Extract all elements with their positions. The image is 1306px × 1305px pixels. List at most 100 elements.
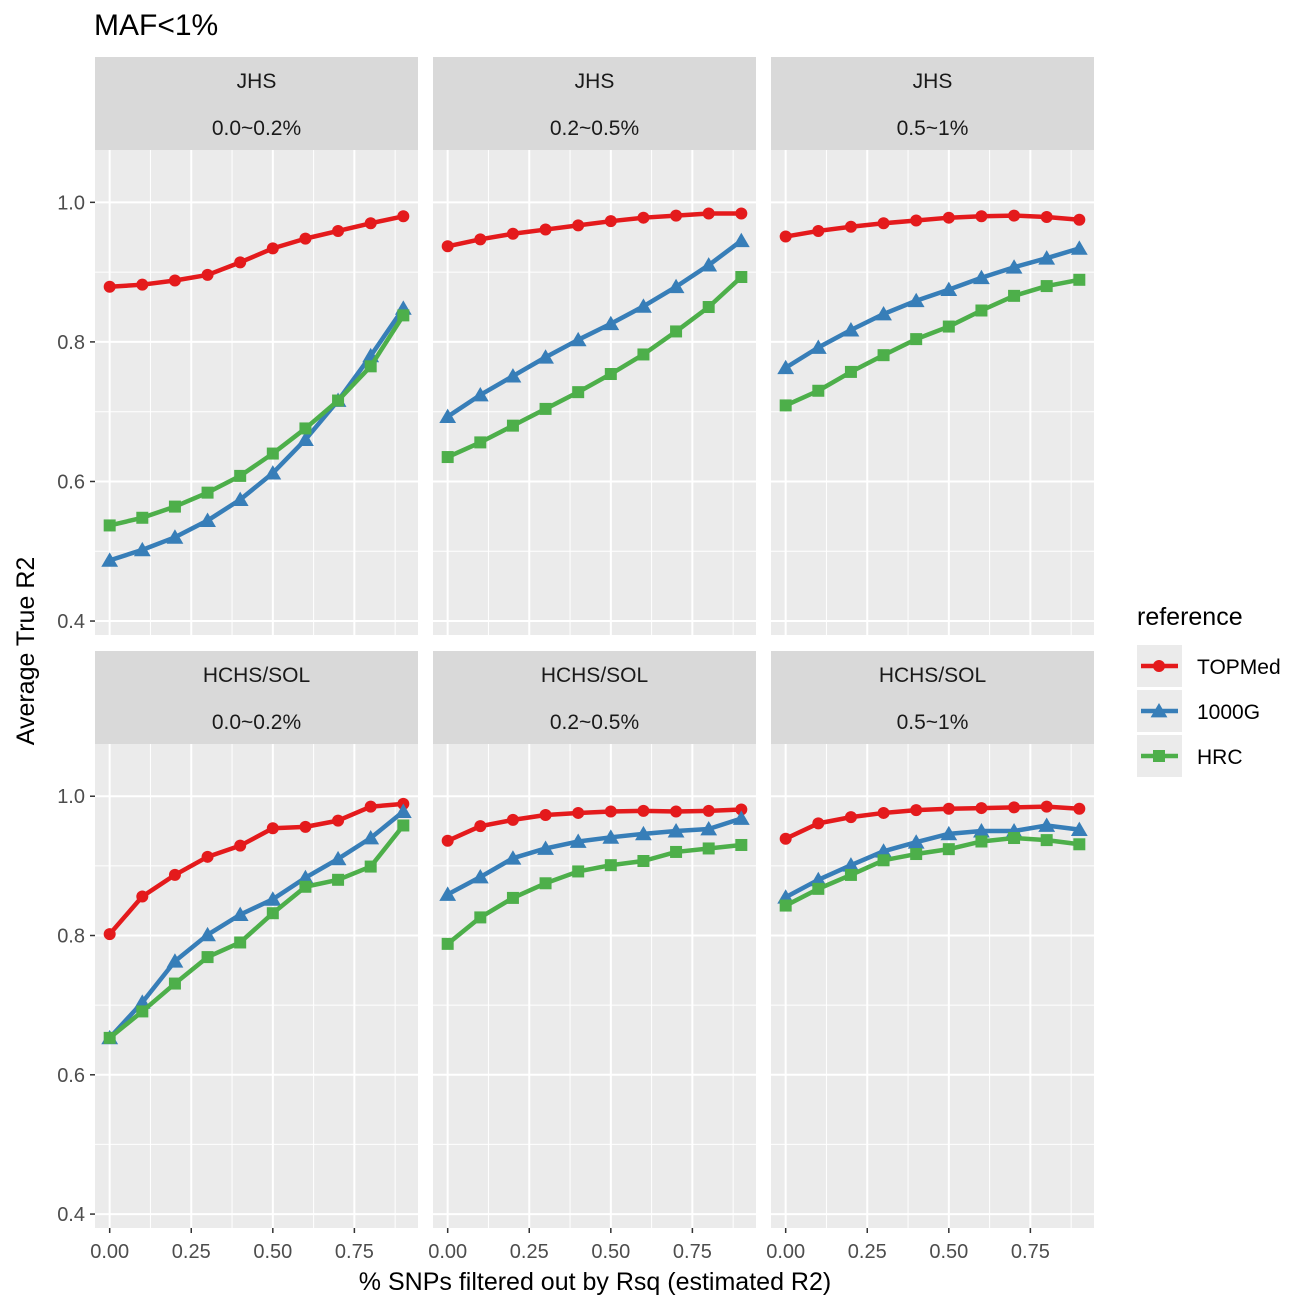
data-point (572, 219, 585, 232)
data-point (877, 806, 890, 819)
legend-label: HRC (1197, 746, 1243, 769)
data-point (234, 839, 247, 852)
data-point (735, 838, 748, 851)
data-point (234, 469, 247, 482)
data-point (332, 224, 345, 237)
data-point (877, 854, 890, 867)
data-point (1073, 802, 1086, 815)
data-point (266, 447, 279, 460)
data-point (299, 232, 312, 245)
x-tick-label: 0.00 (428, 1241, 467, 1263)
data-point (441, 451, 454, 464)
data-point (231, 491, 249, 507)
data-point (441, 834, 454, 847)
data-point (602, 315, 620, 331)
data-point (812, 817, 825, 830)
facet-strip-cohort: JHS (913, 70, 953, 93)
data-point (942, 843, 955, 856)
data-point (539, 223, 552, 236)
series-line (107, 801, 406, 937)
series-line (783, 246, 1082, 370)
data-point (569, 331, 587, 347)
series-line (445, 274, 744, 460)
data-point (168, 500, 181, 513)
x-tick-label: 0.25 (848, 1241, 887, 1263)
series-line (783, 277, 1082, 408)
y-tick-label: 1.0 (57, 786, 85, 808)
data-point (397, 210, 410, 223)
series-line (783, 823, 1082, 900)
y-tick-label: 0.8 (57, 332, 85, 354)
data-point (844, 811, 857, 824)
data-point (1040, 280, 1053, 293)
data-point (875, 843, 892, 858)
series-line (107, 306, 406, 563)
data-point (506, 419, 519, 432)
series-line (783, 804, 1082, 841)
data-point (910, 804, 923, 817)
data-point (602, 829, 620, 844)
data-point (1073, 838, 1086, 851)
data-point (299, 820, 312, 833)
series-line (445, 807, 744, 844)
data-point (572, 865, 585, 878)
data-point (168, 274, 181, 287)
data-point (732, 232, 750, 248)
data-point (777, 359, 795, 375)
data-point (103, 519, 116, 532)
y-tick-label: 0.6 (57, 471, 85, 493)
data-point (539, 809, 552, 822)
y-tick-label: 0.6 (57, 1065, 85, 1087)
data-point (201, 268, 214, 281)
data-point (537, 349, 554, 364)
data-point (844, 868, 857, 881)
data-point (297, 431, 314, 447)
data-point (670, 805, 683, 818)
data-point (910, 848, 923, 861)
data-point (264, 891, 282, 906)
data-point (266, 822, 279, 835)
data-point (842, 322, 860, 337)
facet-strip-cohort: JHS (575, 70, 615, 93)
series-line (107, 214, 406, 290)
data-point (604, 805, 617, 818)
facet-strip-cohort: HCHS/SOL (203, 664, 310, 687)
data-point (441, 240, 454, 253)
facet-strip-maf: 0.2~0.5% (550, 117, 639, 140)
data-point (136, 890, 149, 903)
data-point (940, 825, 958, 841)
data-point (604, 215, 617, 228)
data-point (364, 217, 377, 230)
x-tick-label: 0.00 (90, 1241, 129, 1263)
x-tick-label: 0.25 (510, 1241, 549, 1263)
data-point (136, 511, 149, 524)
data-point (907, 292, 925, 308)
data-point (474, 911, 487, 924)
data-point (299, 422, 312, 435)
data-point (506, 891, 519, 904)
series-line (445, 842, 744, 947)
data-point (732, 810, 750, 825)
data-point (569, 833, 587, 848)
data-point (1070, 821, 1088, 837)
data-point (735, 271, 748, 284)
facet-panel: JHS 0.5~1% (771, 57, 1094, 635)
data-point (812, 224, 825, 237)
data-point (264, 465, 282, 480)
data-point (844, 220, 857, 233)
data-point (779, 399, 792, 412)
data-point (364, 800, 377, 813)
data-point (1070, 240, 1088, 255)
facet-strip (95, 651, 418, 744)
plot-background (95, 744, 418, 1228)
data-point (975, 304, 988, 317)
data-point (942, 211, 955, 224)
data-point (474, 820, 487, 833)
data-point (702, 301, 715, 314)
data-point (702, 842, 715, 855)
data-point (504, 850, 522, 865)
data-point (362, 830, 380, 845)
data-point (975, 210, 988, 223)
